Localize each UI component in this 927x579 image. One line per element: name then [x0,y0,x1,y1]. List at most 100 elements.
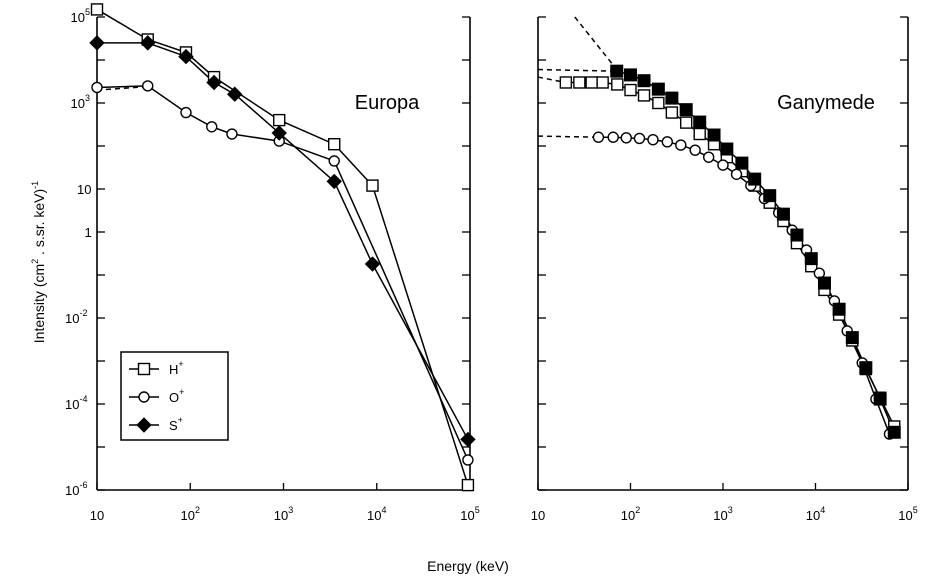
dashed-extrapolation [537,135,599,138]
y-tick-label: 1 [85,225,92,240]
x-tick-label: 104 [367,505,386,523]
y-tick-label: 103 [71,93,90,111]
data-point [720,142,734,156]
data-point [873,392,887,406]
dashed-extrapolation [537,76,566,84]
legend-label-sup: + [178,359,183,369]
y-tick-label-base: 1 [85,225,92,240]
panel-title: Ganymede [777,92,875,114]
y-axis-title-main: Intensity (cm [31,264,47,343]
data-point [717,159,729,171]
data-point [206,74,222,91]
y-tick-label: 10 [77,182,91,197]
data-point [178,48,194,65]
y-axis-title-sup1: 2 [30,259,40,264]
x-tick-label-base: 10 [713,508,727,523]
y-tick-label-exp: 5 [85,7,90,17]
data-point [328,138,341,151]
data-point [90,3,104,16]
data-point [461,478,475,492]
y-tick-label-base: 10 [65,397,79,412]
data-point [652,96,665,110]
data-point [748,172,762,186]
data-point [206,121,218,133]
data-point [702,151,715,163]
data-point [735,156,749,170]
data-point [665,91,679,105]
data-point [142,80,154,92]
legend-label-sup: + [179,387,184,397]
data-point [592,131,605,143]
data-point [859,361,873,375]
x-tick-label-exp: 3 [288,505,293,515]
x-tick-label-base: 10 [90,508,104,523]
data-point [832,302,846,316]
x-tick-label-base: 10 [460,508,474,523]
data-point [730,168,743,180]
data-point [326,173,342,190]
y-tick-label-exp: -6 [79,480,87,490]
data-point [91,81,103,94]
data-point [366,179,379,192]
x-tick-label-exp: 5 [913,505,918,515]
data-point [776,207,790,221]
data-point [637,89,651,102]
x-tick-label-exp: 4 [820,505,825,515]
data-point [462,454,474,466]
data-point [460,431,476,448]
x-tick-label-base: 10 [621,508,635,523]
data-point [887,425,901,439]
data-point [607,131,619,143]
data-point [271,125,287,141]
data-point [665,106,679,119]
data-point [227,86,243,102]
x-tick-label: 105 [898,505,917,523]
data-point [611,78,624,91]
data-point [651,82,665,96]
data-point [226,128,238,140]
x-tick-label: 102 [181,505,200,523]
data-point [596,76,609,89]
data-point [364,256,381,272]
legend-label-base: H [169,362,178,377]
x-tick-label: 104 [806,505,825,523]
europa-panel: 10 102 103 104 10510510310110-210-410-6Europ… [65,3,480,523]
data-point [180,106,192,119]
y-tick-label: 105 [71,7,90,25]
y-tick-label: 10-2 [65,308,87,326]
legend-label-base: O [169,390,179,405]
x-tick-label-base: 10 [181,508,195,523]
x-tick-label-exp: 2 [635,505,640,515]
data-point [610,64,624,78]
y-axis-title: Intensity (cm2 . s.sr. keV)-1 [30,181,47,343]
data-point [707,128,721,142]
data-point [693,127,706,141]
data-point [790,228,804,242]
data-point [689,144,701,156]
x-tick-label-base: 10 [367,508,381,523]
data-point [763,189,777,203]
series-line [598,136,891,435]
data-point [633,132,646,145]
x-tick-label-exp: 4 [381,505,386,515]
x-tick-label: 10 [90,508,104,523]
y-tick-label-exp: 3 [85,93,90,103]
x-tick-label: 102 [621,505,640,523]
x-tick-label-base: 10 [274,508,288,523]
data-point [624,68,637,82]
data-point [804,252,818,266]
x-tick-label: 103 [274,505,293,523]
x-tick-label-base: 10 [898,508,912,523]
data-point [845,331,859,345]
y-tick-label-exp: -2 [79,308,87,318]
x-tick-label: 103 [713,505,732,523]
legend-label: H+ [169,359,184,377]
x-tick-label: 10 [531,508,545,523]
data-point [89,35,105,51]
data-point [273,113,286,127]
x-tick-label: 105 [460,505,479,523]
y-tick-label: 10-4 [65,394,87,412]
legend-label: O+ [169,387,184,405]
legend: H+O+S+ [120,351,229,441]
y-tick-label-base: 10 [77,182,91,197]
